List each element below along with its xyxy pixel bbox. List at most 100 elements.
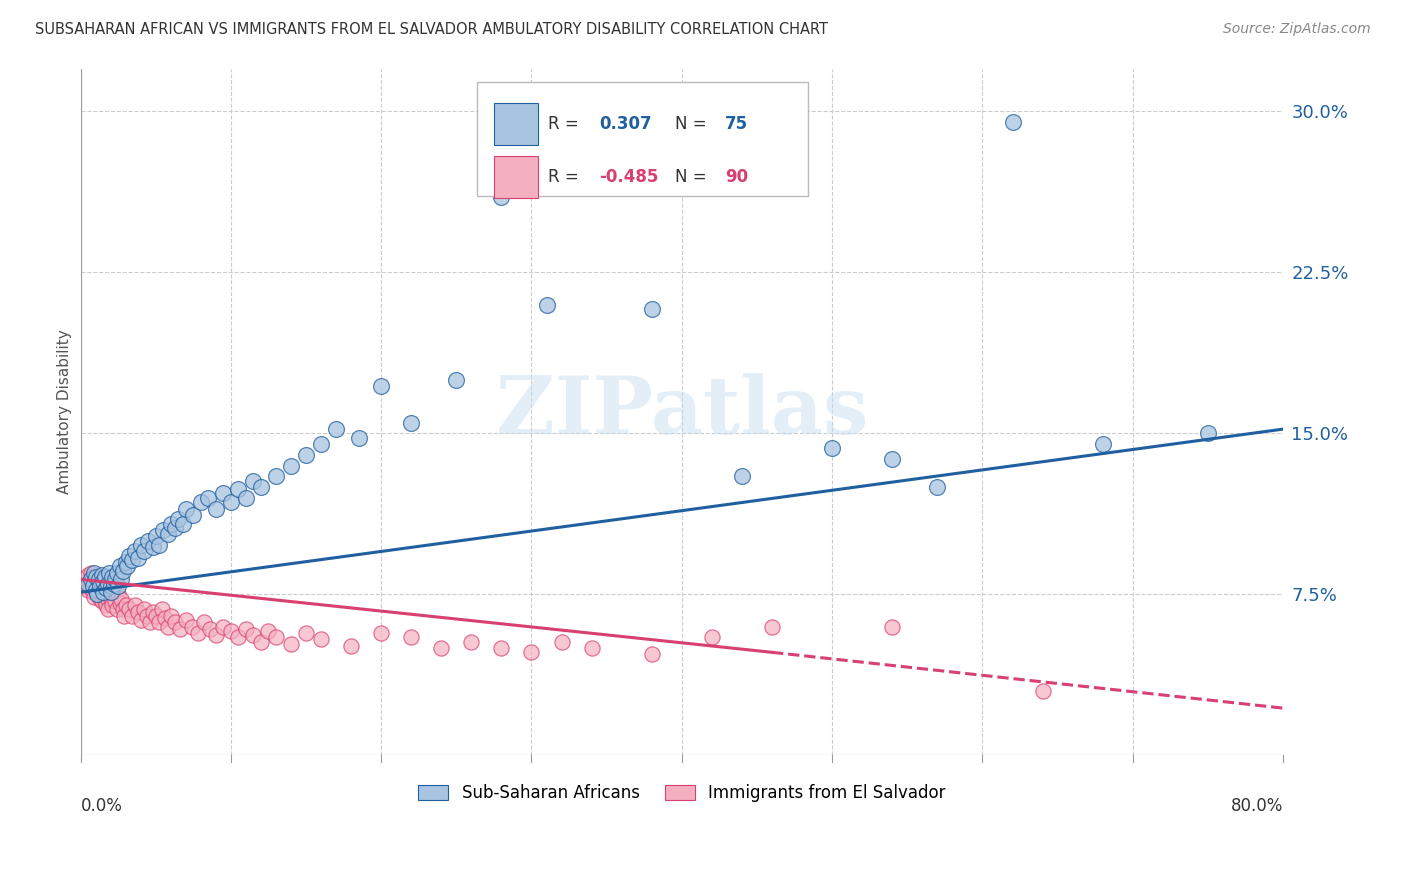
Point bbox=[581, 640, 603, 655]
Point bbox=[112, 608, 135, 623]
Point bbox=[204, 628, 226, 642]
Text: 90: 90 bbox=[725, 169, 748, 186]
Point bbox=[101, 570, 124, 584]
Point bbox=[309, 437, 332, 451]
Text: R =: R = bbox=[548, 115, 585, 133]
Point bbox=[86, 587, 108, 601]
Point bbox=[138, 615, 160, 630]
Point bbox=[446, 373, 468, 387]
Point bbox=[135, 608, 157, 623]
Point bbox=[91, 585, 114, 599]
Point bbox=[142, 605, 165, 619]
FancyBboxPatch shape bbox=[478, 82, 808, 195]
Point bbox=[111, 602, 134, 616]
Point bbox=[121, 608, 143, 623]
Point bbox=[142, 540, 165, 554]
Point bbox=[86, 587, 108, 601]
Point bbox=[1091, 437, 1114, 451]
Point bbox=[82, 579, 104, 593]
Point bbox=[242, 474, 264, 488]
Point bbox=[550, 634, 572, 648]
Point bbox=[93, 583, 115, 598]
Point bbox=[212, 619, 235, 633]
Point bbox=[180, 619, 202, 633]
Text: R =: R = bbox=[548, 169, 585, 186]
Point bbox=[115, 559, 138, 574]
Text: SUBSAHARAN AFRICAN VS IMMIGRANTS FROM EL SALVADOR AMBULATORY DISABILITY CORRELAT: SUBSAHARAN AFRICAN VS IMMIGRANTS FROM EL… bbox=[35, 22, 828, 37]
Text: 0.0%: 0.0% bbox=[80, 797, 122, 814]
Point bbox=[242, 628, 264, 642]
Point bbox=[536, 297, 558, 311]
Point bbox=[1197, 426, 1219, 441]
Point bbox=[193, 615, 215, 630]
Point bbox=[491, 640, 513, 655]
Point bbox=[235, 491, 257, 505]
Point bbox=[103, 576, 125, 591]
Point bbox=[280, 637, 302, 651]
Point bbox=[97, 602, 120, 616]
Point bbox=[219, 624, 242, 638]
Point bbox=[491, 190, 513, 204]
Point bbox=[105, 602, 128, 616]
Point bbox=[79, 574, 101, 589]
Point bbox=[83, 590, 105, 604]
Point bbox=[114, 555, 136, 569]
Point bbox=[129, 613, 152, 627]
Point bbox=[1032, 684, 1054, 698]
Point bbox=[84, 572, 107, 586]
Point bbox=[641, 648, 664, 662]
Point bbox=[117, 602, 139, 616]
Point bbox=[132, 602, 155, 616]
Point bbox=[87, 572, 110, 586]
Point bbox=[370, 626, 392, 640]
Point bbox=[145, 608, 167, 623]
Point bbox=[76, 579, 98, 593]
Point bbox=[250, 634, 273, 648]
Text: 0.307: 0.307 bbox=[599, 115, 651, 133]
Point bbox=[641, 301, 664, 316]
Point bbox=[700, 630, 723, 644]
Point bbox=[77, 568, 100, 582]
Point bbox=[83, 576, 105, 591]
Point bbox=[340, 639, 363, 653]
Point bbox=[280, 458, 302, 473]
Point bbox=[86, 576, 108, 591]
Y-axis label: Ambulatory Disability: Ambulatory Disability bbox=[58, 329, 72, 494]
Text: Source: ZipAtlas.com: Source: ZipAtlas.com bbox=[1223, 22, 1371, 37]
Text: -0.485: -0.485 bbox=[599, 169, 658, 186]
Point bbox=[89, 579, 111, 593]
Point bbox=[136, 533, 159, 548]
Point bbox=[159, 516, 181, 531]
Point bbox=[117, 549, 139, 563]
Point bbox=[325, 422, 347, 436]
FancyBboxPatch shape bbox=[494, 103, 537, 145]
Point bbox=[821, 442, 844, 456]
Point bbox=[129, 538, 152, 552]
Point bbox=[110, 572, 132, 586]
Point bbox=[430, 640, 453, 655]
Point bbox=[87, 583, 110, 598]
Point bbox=[156, 527, 179, 541]
Point bbox=[104, 594, 127, 608]
Point bbox=[167, 512, 190, 526]
Point bbox=[520, 645, 543, 659]
Point bbox=[108, 596, 131, 610]
Point bbox=[77, 576, 100, 591]
Point bbox=[83, 566, 105, 580]
Point bbox=[145, 529, 167, 543]
Text: ZIPatlas: ZIPatlas bbox=[496, 373, 868, 451]
Point bbox=[370, 379, 392, 393]
Point bbox=[89, 591, 111, 606]
Point bbox=[228, 630, 250, 644]
Point bbox=[100, 585, 122, 599]
Point bbox=[198, 622, 221, 636]
Point bbox=[91, 574, 114, 589]
Point bbox=[91, 587, 114, 601]
Point bbox=[127, 550, 149, 565]
Point bbox=[105, 566, 128, 580]
Point bbox=[90, 568, 112, 582]
Point bbox=[82, 570, 104, 584]
Point bbox=[97, 576, 120, 591]
Point bbox=[87, 570, 110, 584]
Point bbox=[100, 591, 122, 606]
